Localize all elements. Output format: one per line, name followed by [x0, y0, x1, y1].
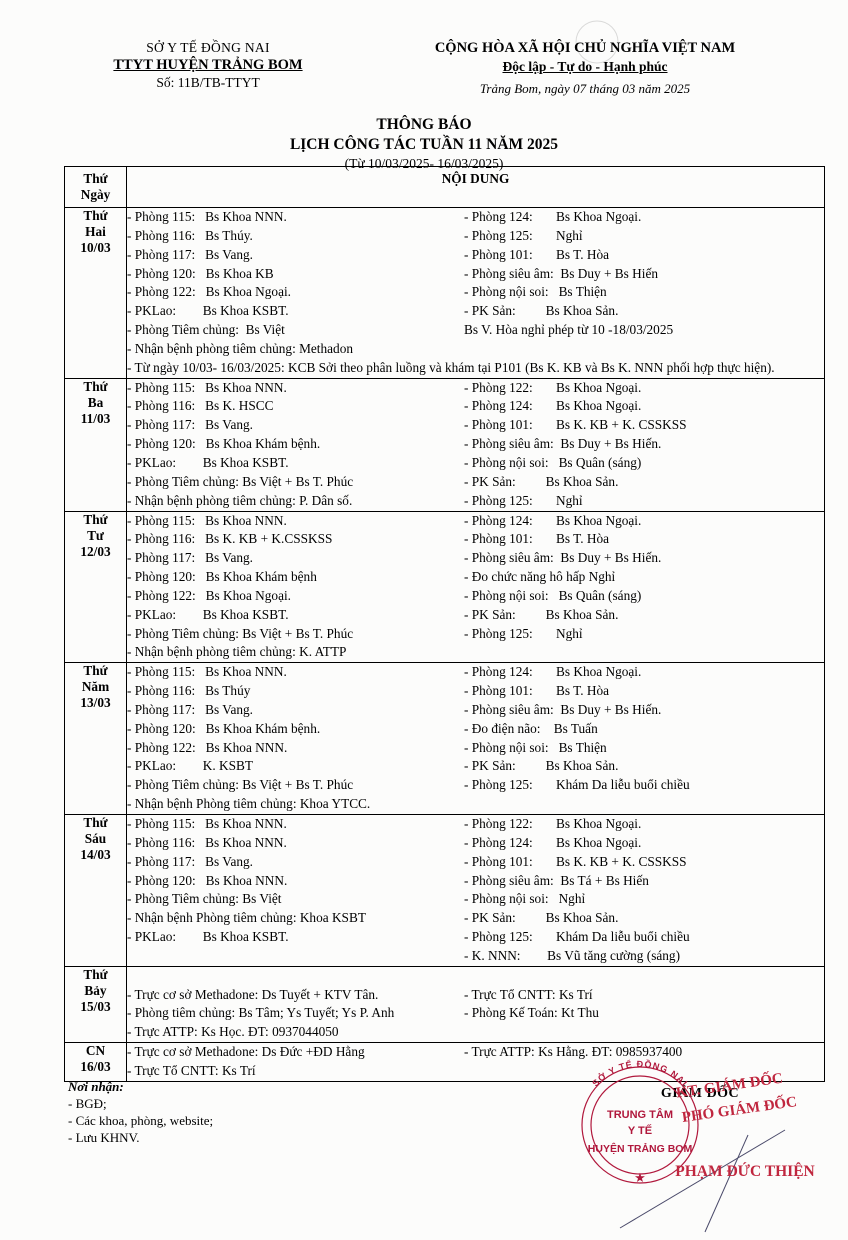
svg-text:KT. GIÁM ĐỐC: KT. GIÁM ĐỐC: [675, 1069, 784, 1102]
